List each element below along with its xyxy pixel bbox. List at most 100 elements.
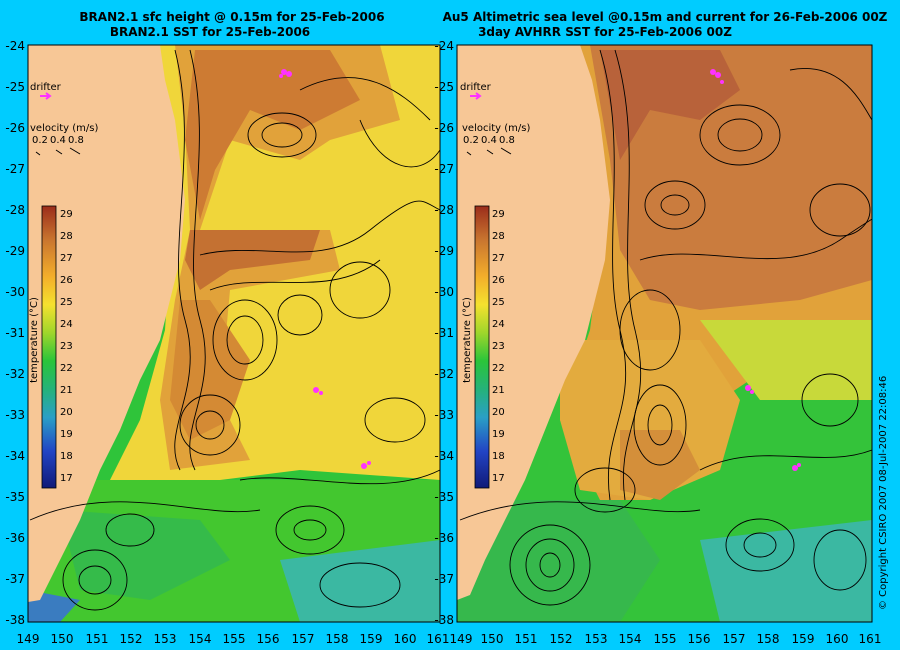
right-title-line2: 3day AVHRR SST for 25-Feb-2006 00Z xyxy=(478,25,732,39)
left-contours xyxy=(29,49,440,611)
lat-tick: -24 xyxy=(5,39,25,53)
lat-tick: -25 xyxy=(5,80,25,94)
lon-tick: 152 xyxy=(550,632,573,646)
lon-tick: 159 xyxy=(360,632,383,646)
lat-tick: -36 xyxy=(5,531,25,545)
lon-tick: 152 xyxy=(120,632,143,646)
right-title-line1: Au5 Altimetric sea level @0.15m and curr… xyxy=(443,10,888,24)
cb-tick: 22 xyxy=(60,363,73,374)
lon-tick: 155 xyxy=(654,632,677,646)
lon-tick: 151 xyxy=(86,632,109,646)
cb-tick: 20 xyxy=(60,407,73,418)
cb-tick: 20 xyxy=(492,407,505,418)
lon-tick: 159 xyxy=(792,632,815,646)
lat-tick: -28 xyxy=(5,203,25,217)
right-drifters xyxy=(710,69,801,471)
lat-tick: -25 xyxy=(434,80,454,94)
right-drifter-label: drifter xyxy=(460,82,492,93)
lat-tick: -38 xyxy=(5,613,25,627)
lat-tick: -36 xyxy=(434,531,454,545)
lon-tick: 160 xyxy=(826,632,849,646)
cb-tick: 28 xyxy=(492,231,505,242)
left-drifter-label: drifter xyxy=(30,82,62,93)
cb-tick: 27 xyxy=(492,253,505,264)
right-colorbar-label: temperature (°C) xyxy=(462,297,473,383)
cb-tick: 29 xyxy=(492,209,505,220)
lon-tick: 157 xyxy=(723,632,746,646)
cb-tick: 26 xyxy=(60,275,73,286)
lat-tick: -30 xyxy=(434,285,454,299)
lat-tick: -31 xyxy=(5,326,25,340)
lon-tick: 156 xyxy=(688,632,711,646)
cb-tick: 23 xyxy=(60,341,73,352)
lat-tick: -33 xyxy=(434,408,454,422)
lat-tick: -37 xyxy=(5,572,25,586)
cb-tick: 24 xyxy=(492,319,505,330)
left-title-line2: BRAN2.1 SST for 25-Feb-2006 xyxy=(110,25,310,39)
lat-tick: -30 xyxy=(5,285,25,299)
lat-tick: -35 xyxy=(434,490,454,504)
cb-tick: 21 xyxy=(492,385,505,396)
left-legend: drifter velocity (m/s) 0.2 0.4 0.8 tempe… xyxy=(29,82,98,489)
lon-tick: 161 xyxy=(859,632,882,646)
lon-axis-left: 149 150 151 152 153 154 155 156 157 158 … xyxy=(17,632,450,646)
lon-tick: 156 xyxy=(257,632,280,646)
cb-tick: 27 xyxy=(60,253,73,264)
lat-tick: -37 xyxy=(434,572,454,586)
cb-tick: 28 xyxy=(60,231,73,242)
lon-axis-right: 149 150 151 152 153 154 155 156 157 158 … xyxy=(450,632,882,646)
lat-tick: -26 xyxy=(5,121,25,135)
left-colorbar-label: temperature (°C) xyxy=(29,297,40,383)
left-velocity-label: velocity (m/s) xyxy=(30,123,98,134)
right-map-panel xyxy=(457,45,872,622)
lon-tick: 158 xyxy=(757,632,780,646)
left-drifters xyxy=(279,69,371,469)
left-colorbar xyxy=(41,205,57,489)
lon-tick: 157 xyxy=(292,632,315,646)
left-map-panel xyxy=(28,45,440,622)
lat-tick: -32 xyxy=(434,367,454,381)
copyright-note: © Copyright CSIRO 2007 08-Jul-2007 22:08… xyxy=(878,376,889,610)
cb-tick: 19 xyxy=(60,429,73,440)
cb-tick: 23 xyxy=(492,341,505,352)
lat-axis-right: -24 -25 -26 -27 -28 -29 -30 -31 -32 -33 … xyxy=(434,39,454,627)
lon-tick: 154 xyxy=(189,632,212,646)
lat-tick: -29 xyxy=(5,244,25,258)
left-velocity-tick-3: 0.8 xyxy=(68,135,84,146)
cb-tick: 25 xyxy=(60,297,73,308)
land-australia-right xyxy=(457,45,610,600)
lon-tick: 160 xyxy=(394,632,417,646)
lon-tick: 153 xyxy=(154,632,177,646)
lon-tick: 161 xyxy=(427,632,450,646)
left-velocity-arrows xyxy=(35,147,81,156)
cb-tick: 19 xyxy=(492,429,505,440)
right-velocity-label: velocity (m/s) xyxy=(462,123,530,134)
lat-tick: -38 xyxy=(434,613,454,627)
lat-tick: -24 xyxy=(434,39,454,53)
cb-tick: 29 xyxy=(60,209,73,220)
lat-axis-left: -24 -25 -26 -27 -28 -29 -30 -31 -32 -33 … xyxy=(5,39,25,627)
left-title-line1: BRAN2.1 sfc height @ 0.15m for 25-Feb-20… xyxy=(79,10,384,24)
lat-tick: -34 xyxy=(434,449,454,463)
lon-tick: 153 xyxy=(585,632,608,646)
lat-tick: -29 xyxy=(434,244,454,258)
left-colorbar-ticks: 29 28 27 26 25 24 23 22 21 20 19 18 17 xyxy=(60,209,73,484)
land-australia-left xyxy=(28,45,185,602)
lat-tick: -28 xyxy=(434,203,454,217)
lon-tick: 158 xyxy=(326,632,349,646)
right-contours xyxy=(459,49,872,606)
lat-tick: -27 xyxy=(434,162,454,176)
lon-tick: 154 xyxy=(619,632,642,646)
cb-tick: 21 xyxy=(60,385,73,396)
right-colorbar xyxy=(474,205,490,489)
cb-tick: 24 xyxy=(60,319,73,330)
right-colorbar-ticks: 29 28 27 26 25 24 23 22 21 20 19 18 17 xyxy=(492,209,505,484)
cb-tick: 22 xyxy=(492,363,505,374)
lon-tick: 150 xyxy=(481,632,504,646)
right-velocity-tick-3: 0.8 xyxy=(499,135,515,146)
lat-tick: -33 xyxy=(5,408,25,422)
left-velocity-tick-1: 0.2 xyxy=(32,135,48,146)
left-velocity-tick-2: 0.4 xyxy=(50,135,66,146)
cb-tick: 26 xyxy=(492,275,505,286)
